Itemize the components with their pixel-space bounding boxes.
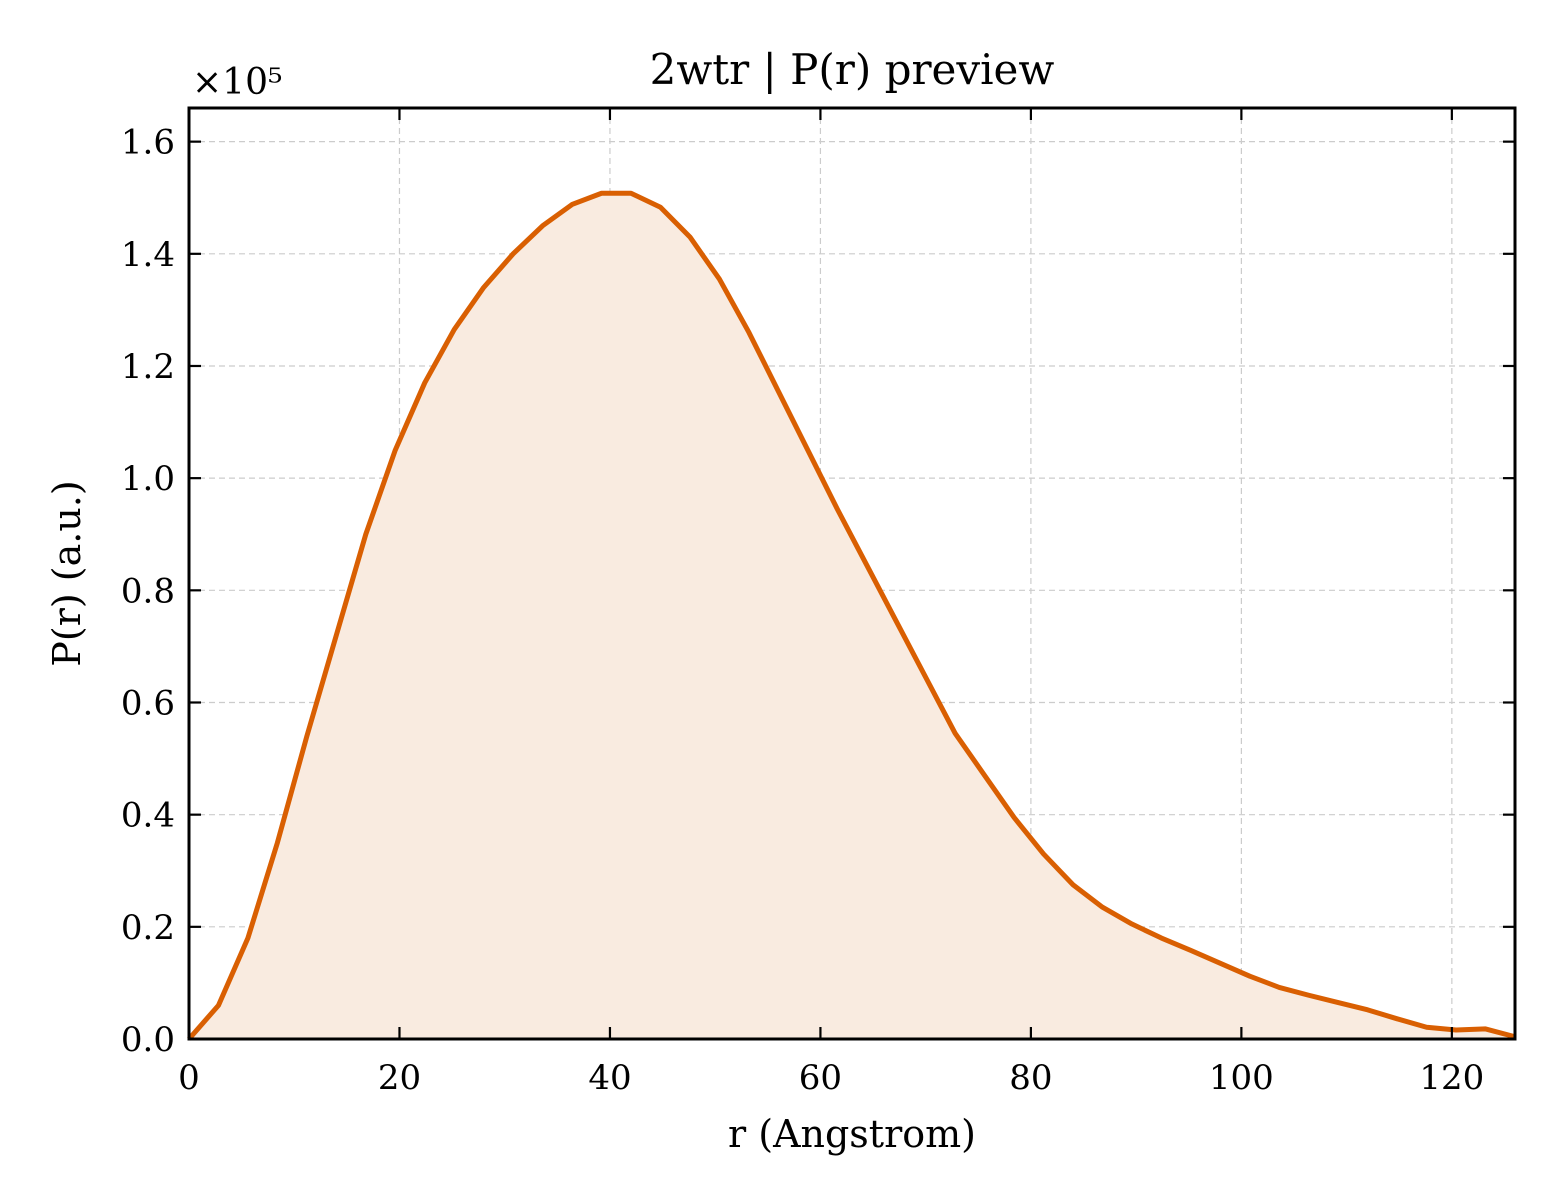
- x-tick-label: 80: [1009, 1058, 1052, 1098]
- y-axis-label: P(r) (a.u.): [45, 480, 89, 666]
- area-fill-layer: [189, 193, 1515, 1039]
- x-tick-label: 100: [1209, 1058, 1274, 1098]
- y-tick-label: 0.2: [121, 908, 175, 948]
- x-tick-label: 20: [378, 1058, 421, 1098]
- x-tick-label: 60: [799, 1058, 842, 1098]
- y-tick-label: 1.2: [121, 347, 175, 387]
- chart-title: 2wtr | P(r) preview: [650, 45, 1055, 94]
- y-tick-label: 0.6: [121, 683, 175, 723]
- pr-series-line: [187, 190, 1516, 1041]
- y-tick-label: 1.6: [121, 123, 175, 163]
- x-tick-label: 120: [1419, 1058, 1484, 1098]
- series-line-layer: [187, 190, 1516, 1041]
- x-axis-label: r (Angstrom): [728, 1112, 976, 1156]
- y-tick-label: 1.0: [121, 459, 175, 499]
- y-tick-label: 0.4: [121, 796, 175, 836]
- x-tick-label: 0: [178, 1058, 200, 1098]
- y-tick-label: 1.4: [121, 235, 175, 275]
- plot-frame: [187, 106, 1517, 1041]
- ticks: 0 20 40 60 80 100 120 0.0 0.2 0.4 0.6 0.8 1.0 1.2 1.4 1…: [121, 108, 1515, 1098]
- x-tick-label: 40: [588, 1058, 631, 1098]
- y-axis-offset-label: ×10⁵: [192, 62, 282, 103]
- y-tick-label: 0.0: [121, 1020, 175, 1060]
- y-tick-label: 0.8: [121, 571, 175, 611]
- pr-area-fill: [189, 193, 1515, 1039]
